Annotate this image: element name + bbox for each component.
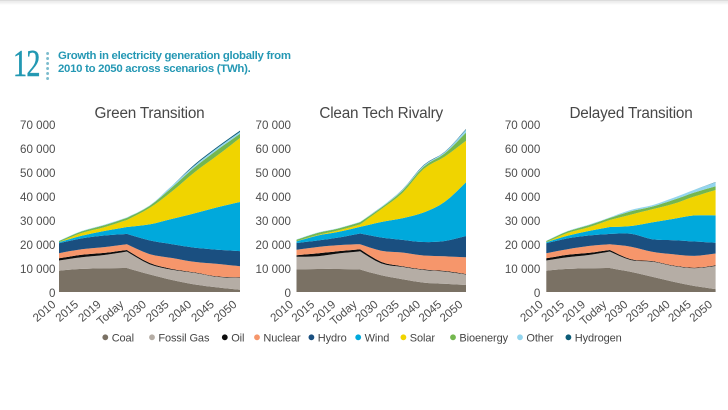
svg-text:Oil: Oil [231,332,244,344]
svg-text:Hydro: Hydro [318,332,347,344]
svg-text:70 000: 70 000 [256,119,291,132]
svg-text:0: 0 [534,287,540,300]
svg-text:30 000: 30 000 [20,215,55,228]
svg-text:2050: 2050 [211,298,239,325]
svg-text:Nuclear: Nuclear [263,332,301,344]
svg-text:60 000: 60 000 [20,143,55,156]
svg-text:2040: 2040 [166,298,194,325]
svg-text:30 000: 30 000 [256,215,291,228]
svg-text:2030: 2030 [121,298,149,325]
svg-text:20 000: 20 000 [20,239,55,252]
svg-text:Other: Other [526,332,553,344]
svg-text:2035: 2035 [144,298,172,325]
svg-text:40 000: 40 000 [505,191,540,204]
svg-text:2050: 2050 [437,298,465,325]
svg-text:20 000: 20 000 [256,239,291,252]
svg-text:Delayed Transition: Delayed Transition [569,105,692,122]
svg-text:30 000: 30 000 [505,215,540,228]
svg-text:Green Transition: Green Transition [95,105,205,122]
svg-text:50 000: 50 000 [20,167,55,180]
svg-text:Bioenergy: Bioenergy [459,332,508,344]
svg-text:Solar: Solar [410,332,436,344]
svg-text:Coal: Coal [112,332,134,344]
svg-text:Clean Tech Rivalry: Clean Tech Rivalry [319,105,443,122]
svg-text:Hydrogen: Hydrogen [575,332,622,344]
svg-text:Wind: Wind [365,332,390,344]
svg-text:40 000: 40 000 [256,191,291,204]
svg-text:2050: 2050 [687,298,715,325]
svg-text:10 000: 10 000 [256,263,291,276]
svg-text:60 000: 60 000 [256,143,291,156]
svg-text:2015: 2015 [53,298,81,325]
svg-text:Fossil Gas: Fossil Gas [158,332,210,344]
svg-text:20 000: 20 000 [505,239,540,252]
svg-text:40 000: 40 000 [20,191,55,204]
svg-text:0: 0 [49,287,55,300]
svg-text:2010: 2010 [30,298,58,325]
svg-text:2045: 2045 [189,298,217,325]
svg-text:50 000: 50 000 [505,167,540,180]
svg-text:0: 0 [285,287,291,300]
svg-text:60 000: 60 000 [505,143,540,156]
svg-text:70 000: 70 000 [20,119,55,132]
svg-text:70 000: 70 000 [505,119,540,132]
svg-text:10 000: 10 000 [505,263,540,276]
svg-text:10 000: 10 000 [20,263,55,276]
svg-text:50 000: 50 000 [256,167,291,180]
